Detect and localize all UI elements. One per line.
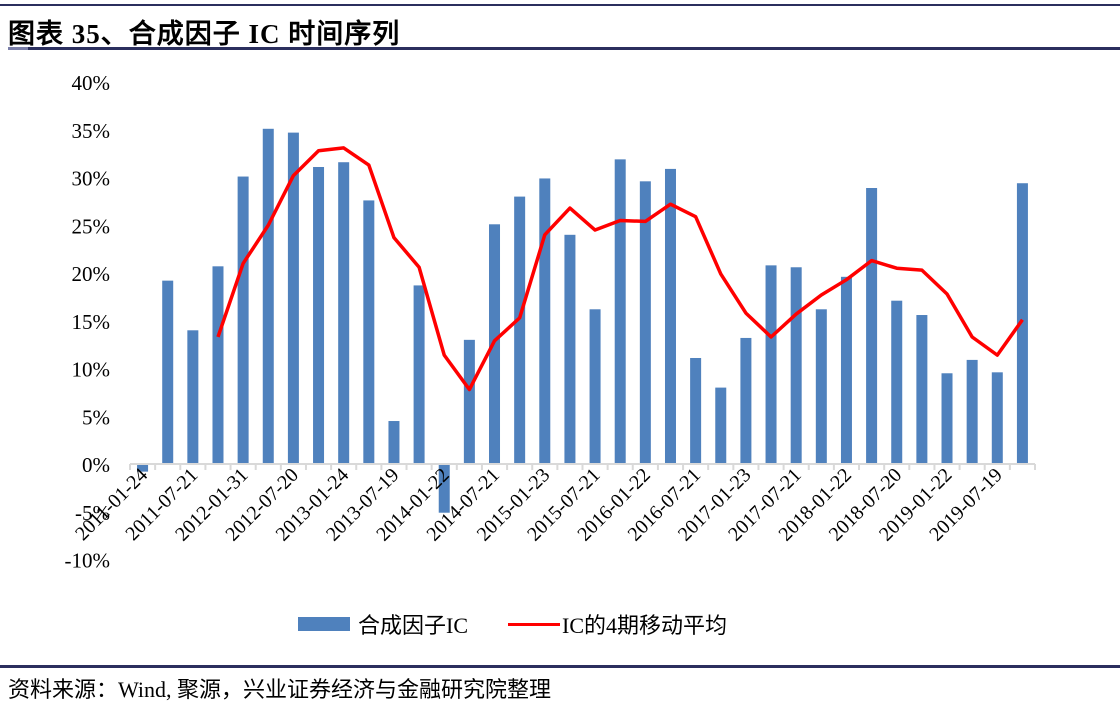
y-tick-label: 15% <box>72 310 111 334</box>
bar <box>162 280 174 464</box>
legend-item-bar: 合成因子IC <box>298 608 468 640</box>
bar <box>237 176 249 465</box>
bar <box>388 421 400 464</box>
bar <box>1016 183 1028 465</box>
bar <box>539 178 551 464</box>
legend-swatch-bar <box>298 617 350 631</box>
bar <box>438 464 450 513</box>
bar <box>137 464 149 472</box>
y-axis: -10% -5% 0% 5% 10% 15% 20% 25% 30% 35% 40% <box>65 71 111 573</box>
bar <box>313 166 325 464</box>
bar <box>338 162 350 464</box>
y-tick-label: 30% <box>72 167 111 191</box>
bar-series-composite-ic <box>137 128 1028 513</box>
chart-legend: 合成因子IC IC的4期移动平均 <box>298 608 767 640</box>
bar <box>187 330 199 464</box>
bar <box>564 234 576 464</box>
bar <box>212 266 224 464</box>
bar <box>639 181 651 464</box>
bar <box>690 357 702 464</box>
y-tick-label: 10% <box>72 358 111 382</box>
y-tick-label: 40% <box>72 71 111 95</box>
legend-item-line: IC的4期移动平均 <box>508 608 727 640</box>
bar <box>287 132 299 465</box>
title-rule <box>8 47 1120 50</box>
bar <box>715 387 727 464</box>
bar <box>463 339 475 464</box>
source-note: 资料来源：Wind, 聚源，兴业证券经济与金融研究院整理 <box>8 677 551 702</box>
bar <box>614 159 626 465</box>
bar <box>790 267 802 464</box>
y-tick-label: -5% <box>75 501 110 525</box>
bar <box>991 372 1003 464</box>
bar <box>941 373 953 464</box>
top-rule <box>0 4 1120 6</box>
ic-chart: -10% -5% 0% 5% 10% 15% 20% 25% 30% 35% 40% 2011-01… <box>65 71 1036 573</box>
x-axis: 2011-01-242011-07-212012-01-312012-07-20… <box>71 463 1036 546</box>
bar <box>891 300 903 464</box>
bar <box>840 276 852 464</box>
y-tick-label: 35% <box>72 119 111 143</box>
bar <box>765 265 777 464</box>
bar <box>966 359 978 464</box>
legend-label-bar: 合成因子IC <box>358 613 469 638</box>
y-tick-label: 5% <box>82 405 110 429</box>
bar <box>262 128 274 465</box>
line-series-ic-ma4 <box>216 146 1024 392</box>
y-tick-label: 20% <box>72 262 111 286</box>
y-tick-label: 25% <box>72 214 111 238</box>
y-tick-label: 0% <box>82 453 110 477</box>
bar <box>740 337 752 464</box>
legend-swatch-line <box>508 622 561 626</box>
bar <box>664 168 676 464</box>
bottom-rule <box>0 665 1120 668</box>
bar <box>589 309 601 464</box>
bar <box>916 315 928 464</box>
bar <box>815 309 827 464</box>
bar <box>413 285 425 464</box>
figure-title: 图表 35、合成因子 IC 时间序列 <box>8 19 401 49</box>
bar <box>363 200 375 465</box>
bar <box>514 196 526 464</box>
bar <box>866 188 878 464</box>
y-tick-label: -10% <box>65 549 111 573</box>
legend-label-line: IC的4期移动平均 <box>562 613 728 638</box>
